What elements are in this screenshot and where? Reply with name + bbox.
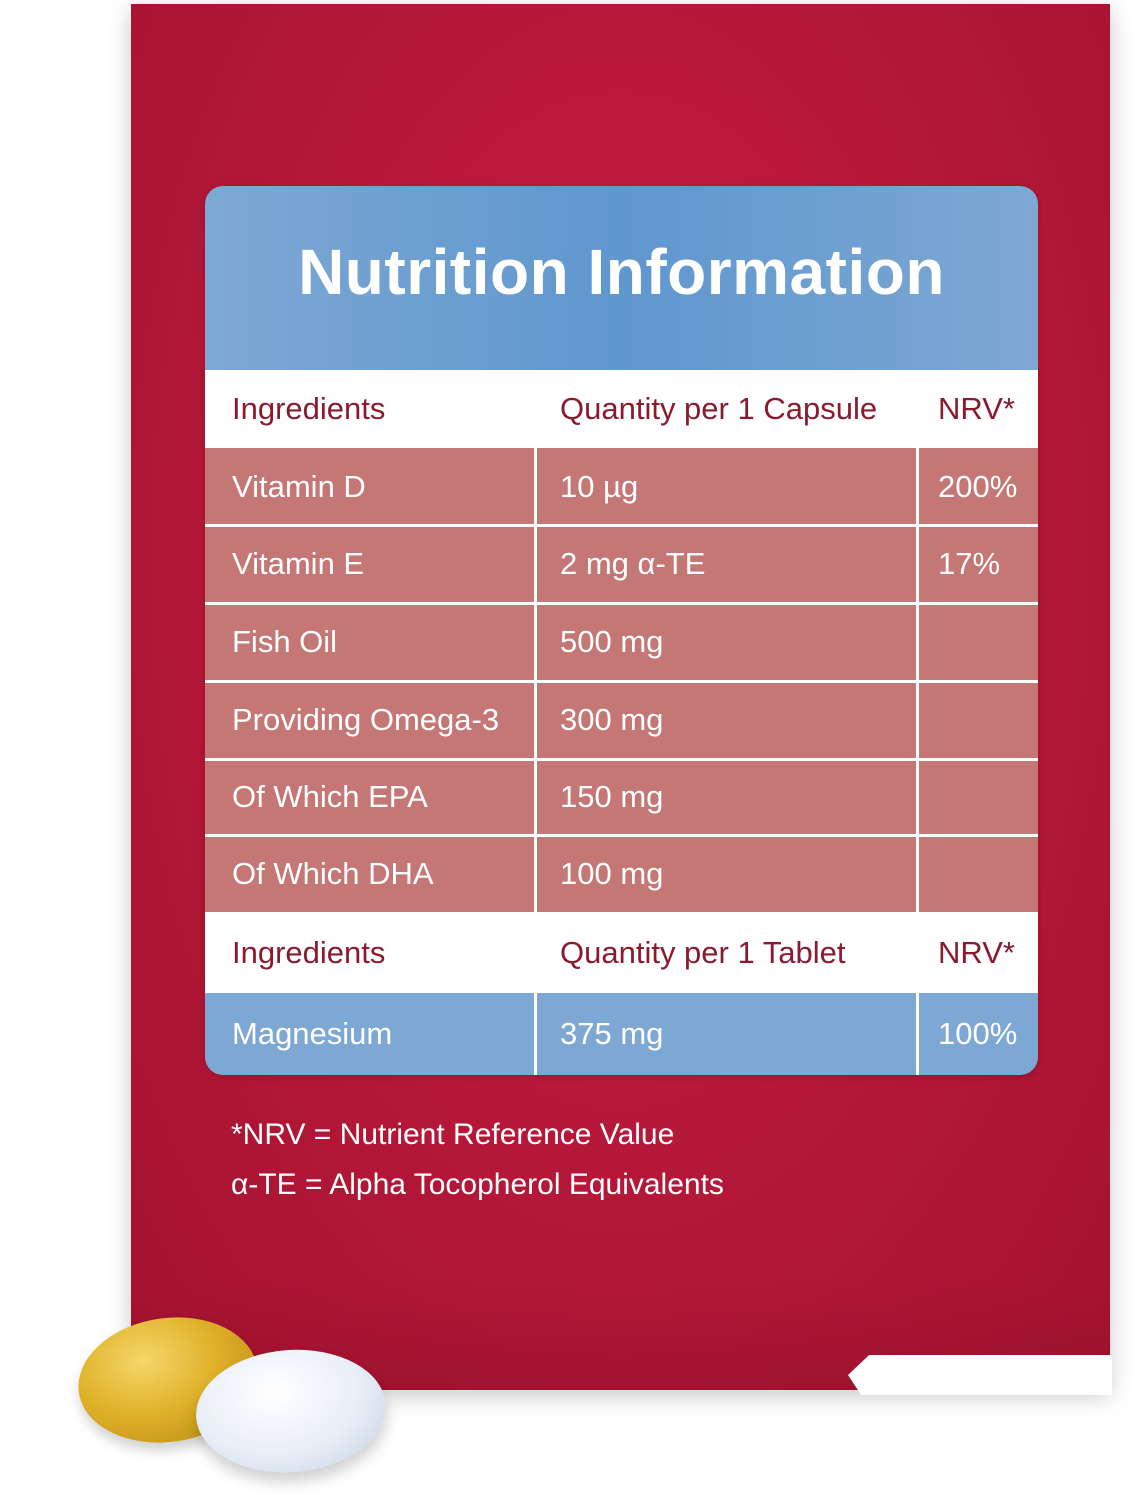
quantity-cell: 375 mg	[560, 1016, 664, 1051]
header-quantity: Quantity per 1 Capsule	[560, 391, 878, 426]
row-divider	[205, 680, 1038, 683]
column-divider	[916, 448, 919, 912]
header-ingredients: Ingredients	[232, 391, 386, 426]
capsule-header-row: Ingredients Quantity per 1 Capsule NRV*	[205, 370, 1038, 448]
quantity-cell: 10 µg	[560, 468, 639, 504]
box-flap-cutout	[848, 1355, 1112, 1395]
ingredient-cell: Of Which EPA	[232, 779, 428, 814]
row-divider	[205, 602, 1038, 605]
quantity-cell: 100 mg	[560, 855, 664, 891]
table-row: Of Which DHA 100 mg	[205, 835, 1038, 912]
tablet-header-row: Ingredients Quantity per 1 Tablet NRV*	[205, 912, 1038, 993]
row-divider	[205, 758, 1038, 761]
header-ingredients: Ingredients	[232, 934, 386, 970]
ingredient-cell: Fish Oil	[232, 624, 338, 659]
nrv-cell: 100%	[938, 1016, 1018, 1051]
quantity-cell: 2 mg α-TE	[560, 546, 706, 581]
table-row: Magnesium 375 mg 100%	[205, 993, 1038, 1075]
nrv-cell: 200%	[938, 468, 1018, 504]
quantity-cell: 300 mg	[560, 702, 664, 737]
header-nrv: NRV*	[938, 934, 1015, 970]
ingredient-cell: Vitamin E	[232, 546, 365, 581]
footnote-nrv: *NRV = Nutrient Reference Value	[231, 1118, 675, 1151]
ingredient-cell: Of Which DHA	[232, 855, 434, 891]
header-nrv: NRV*	[938, 391, 1015, 426]
panel-title: Nutrition Information	[298, 236, 945, 308]
table-row: Fish Oil 500 mg	[205, 603, 1038, 681]
column-divider	[534, 448, 537, 912]
column-divider	[534, 993, 537, 1075]
ingredient-cell: Vitamin D	[232, 468, 366, 504]
column-divider	[916, 993, 919, 1075]
header-quantity: Quantity per 1 Tablet	[560, 934, 846, 970]
quantity-cell: 500 mg	[560, 624, 664, 659]
table-row: Providing Omega-3 300 mg	[205, 681, 1038, 759]
nrv-cell: 17%	[938, 546, 1001, 581]
ingredient-cell: Providing Omega-3	[232, 702, 500, 737]
row-divider	[205, 524, 1038, 527]
table-row: Vitamin D 10 µg 200%	[205, 448, 1038, 525]
quantity-cell: 150 mg	[560, 779, 664, 814]
title-band: Nutrition Information	[205, 186, 1038, 370]
table-row: Vitamin E 2 mg α-TE 17%	[205, 525, 1038, 603]
nutrition-panel: Nutrition Information Ingredients Quanti…	[205, 186, 1038, 1075]
row-divider	[205, 834, 1038, 837]
ingredient-cell: Magnesium	[232, 1016, 393, 1051]
table-row: Of Which EPA 150 mg	[205, 759, 1038, 835]
footnote-ate: α-TE = Alpha Tocopherol Equivalents	[231, 1168, 724, 1201]
